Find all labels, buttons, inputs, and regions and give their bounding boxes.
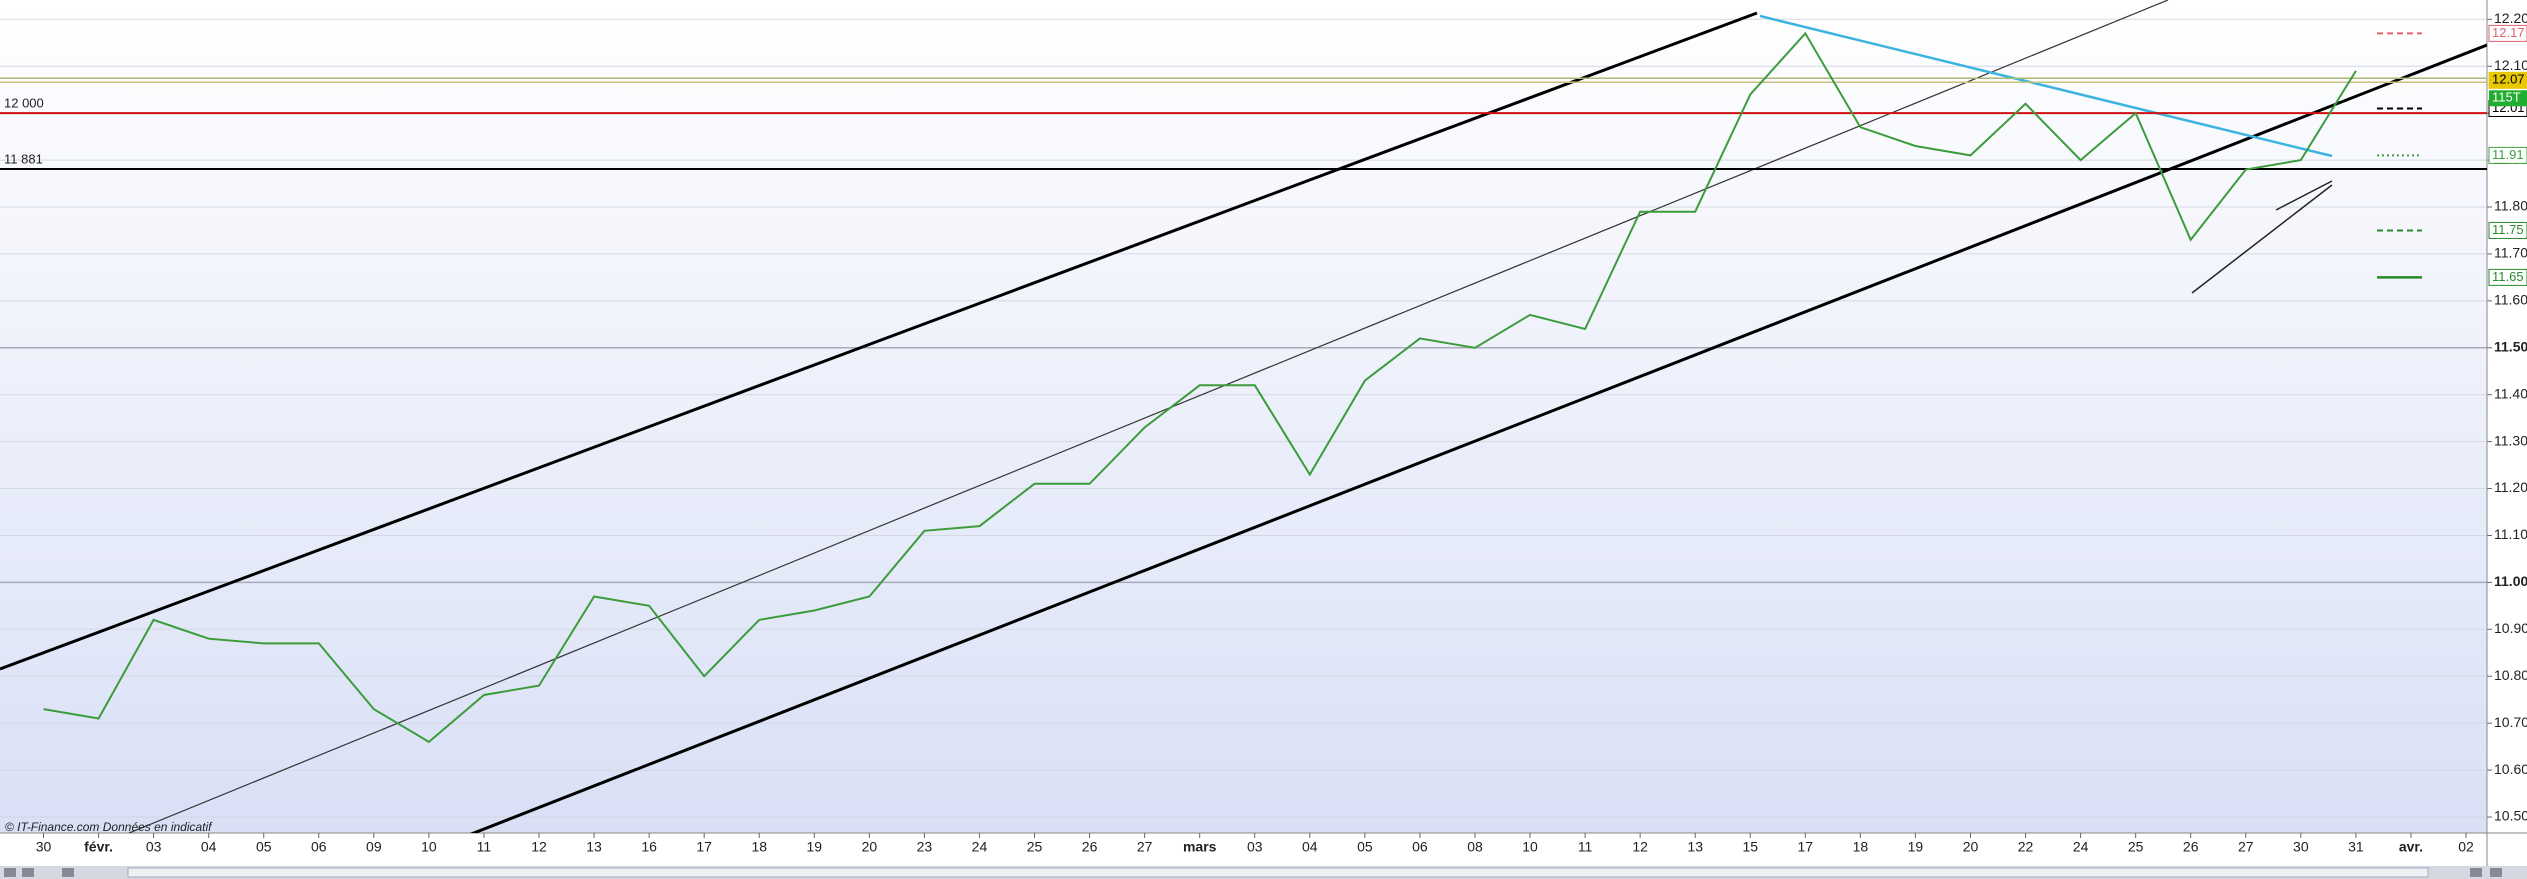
- x-tick-label: 24: [2073, 839, 2089, 855]
- y-tick-label: 11.10: [2494, 526, 2527, 542]
- x-tick-label: 27: [2238, 839, 2254, 855]
- x-tick-label: 05: [1357, 839, 1373, 855]
- x-tick-label: 23: [917, 839, 933, 855]
- x-tick-label: 19: [807, 839, 823, 855]
- volume-label: 115T: [2492, 90, 2521, 105]
- x-tick-label: 03: [146, 839, 162, 855]
- x-tick-label: 16: [641, 839, 657, 855]
- x-tick-label: 06: [1412, 839, 1428, 855]
- x-tick-label: 30: [36, 839, 52, 855]
- y-tick-label: 11.50: [2494, 338, 2527, 354]
- x-tick-label: 19: [1908, 839, 1924, 855]
- x-tick-label: 22: [2018, 839, 2034, 855]
- x-tick-label: 18: [751, 839, 767, 855]
- x-tick-label: 09: [366, 839, 382, 855]
- price-tag: [2488, 146, 2527, 164]
- x-tick-label: 17: [1798, 839, 1814, 855]
- price-line: [43, 31, 2357, 744]
- x-tick-label: 20: [1963, 839, 1979, 855]
- level-label: 11 881: [4, 151, 43, 166]
- x-tick-label: 30: [2293, 839, 2309, 855]
- x-tick-label: 27: [1137, 839, 1153, 855]
- x-tick-label: 11: [477, 839, 492, 855]
- x-tick-label: 06: [311, 839, 327, 855]
- x-tick-label: 26: [1082, 839, 1098, 855]
- volume-tag: [2489, 90, 2527, 107]
- y-tick-label: 12.10: [2494, 57, 2527, 73]
- scrollbar-thumb[interactable]: [127, 867, 2429, 878]
- x-tick-label: 12: [531, 839, 547, 855]
- x-tick-label: 02: [2458, 839, 2474, 855]
- y-tick-label: 11.70: [2494, 245, 2527, 261]
- y-tick-label: 10.80: [2494, 667, 2527, 683]
- x-tick-label: 13: [1687, 839, 1703, 855]
- toolbar-icon[interactable]: [2490, 868, 2502, 877]
- plot-area: [0, 0, 2487, 833]
- trend-line: [0, 11, 1758, 671]
- y-tick-label: 12.20: [2494, 10, 2527, 26]
- price-tag: [2488, 268, 2527, 286]
- trend-line: [469, 43, 2487, 833]
- x-tick-label: 17: [696, 839, 712, 855]
- x-tick-label: 18: [1853, 839, 1869, 855]
- x-tick-label: mars: [1183, 839, 1217, 855]
- y-tick-label: 11.30: [2494, 432, 2527, 448]
- x-tick-label: 08: [1467, 839, 1483, 855]
- trend-line: [2275, 180, 2333, 211]
- x-tick-label: 15: [1742, 839, 1758, 855]
- x-tick-label: 25: [2128, 839, 2144, 855]
- x-tick-label: avr.: [2399, 839, 2423, 855]
- x-tick-label: 20: [862, 839, 878, 855]
- level-label: 12 000: [4, 96, 44, 111]
- footer: © IT-Finance.com Données en indicatif: [5, 820, 213, 834]
- price-tag-label: 11.91: [2492, 147, 2524, 162]
- x-tick-label: 31: [2348, 839, 2364, 855]
- x-tick-label: 03: [1247, 839, 1263, 855]
- x-tick-label: 10: [421, 839, 437, 855]
- x-tick-label: 11: [1578, 839, 1593, 855]
- x-tick-label: 25: [1027, 839, 1043, 855]
- price-tag: [2488, 71, 2527, 89]
- y-tick-label: 10.60: [2494, 761, 2527, 777]
- y-tick-label: 11.20: [2494, 479, 2527, 495]
- x-tick-label: 13: [586, 839, 602, 855]
- x-tick-label: 05: [256, 839, 272, 855]
- x-tick-label: 26: [2183, 839, 2199, 855]
- y-tick-label: 11.40: [2494, 385, 2527, 401]
- toolbar-icon[interactable]: [62, 868, 74, 877]
- price-tag: [2488, 221, 2527, 239]
- x-tick-label: 04: [1302, 839, 1318, 855]
- toolbar-icon[interactable]: [4, 868, 16, 877]
- drawings: [0, 0, 2487, 833]
- x-tick-label: févr.: [84, 839, 113, 855]
- price-tag-label: 12.07: [2492, 72, 2525, 87]
- trend-line: [1759, 14, 2333, 158]
- x-tick-label: 12: [1632, 839, 1648, 855]
- x-tick-label: 04: [201, 839, 217, 855]
- x-tick-label: 10: [1522, 839, 1538, 855]
- toolbar-icon[interactable]: [2470, 868, 2482, 877]
- price-tag-label: 11.75: [2492, 222, 2524, 237]
- y-tick-label: 10.90: [2494, 620, 2527, 636]
- trend-line: [2191, 184, 2333, 294]
- y-tick-label: 11.00: [2494, 573, 2527, 589]
- y-tick-label: 10.70: [2494, 714, 2527, 730]
- price-tag-label: 12.17: [2492, 25, 2525, 40]
- y-tick-label: 11.80: [2494, 198, 2527, 214]
- x-tick-label: 24: [972, 839, 988, 855]
- toolbar-icon[interactable]: [22, 868, 34, 877]
- y-tick-label: 10.50: [2494, 808, 2527, 824]
- price-tag-label: 11.65: [2492, 269, 2524, 284]
- y-tick-label: 11.60: [2494, 292, 2527, 308]
- price-tag: [2488, 24, 2527, 42]
- trend-line: [128, 0, 2169, 833]
